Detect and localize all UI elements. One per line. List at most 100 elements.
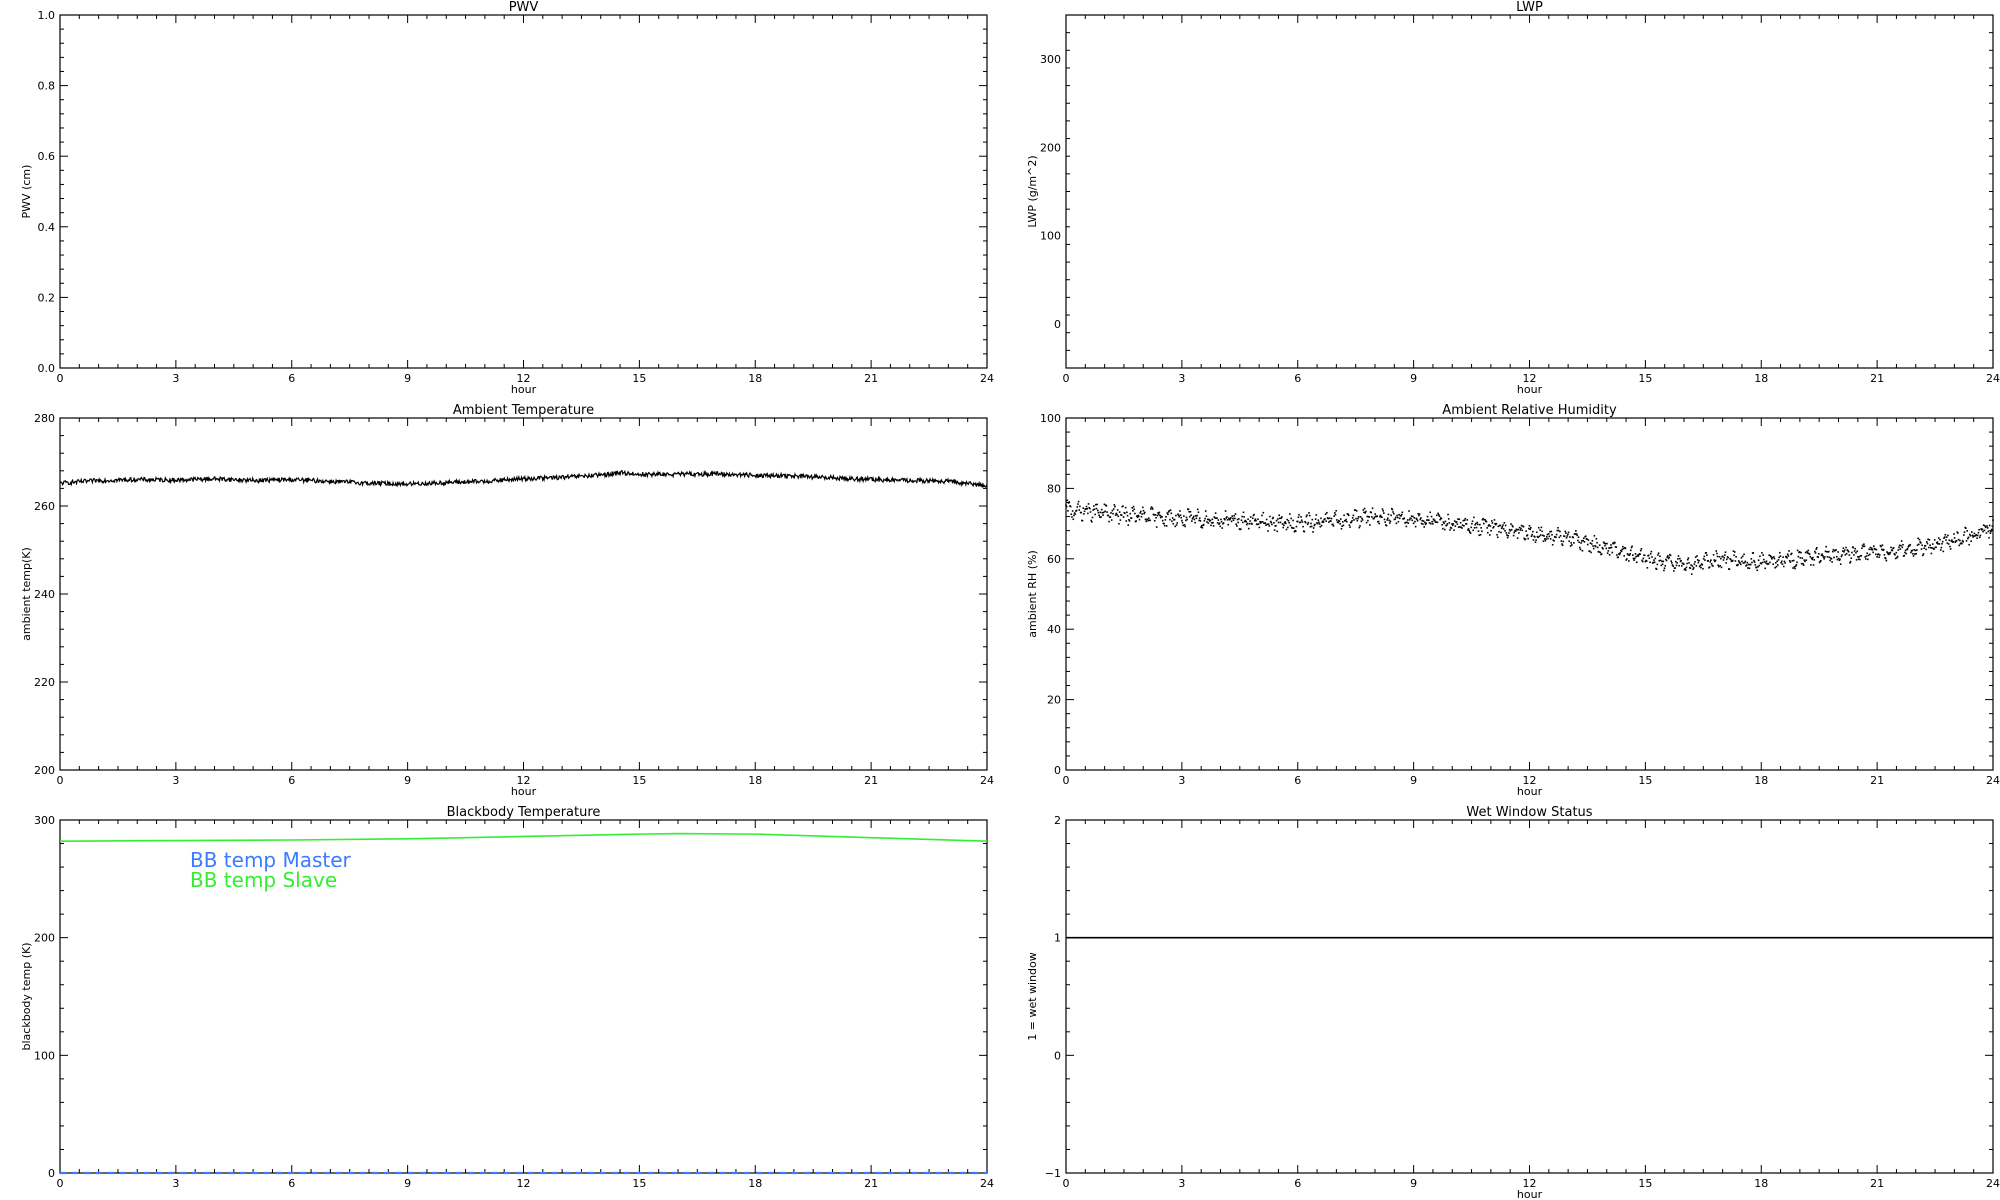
data-point — [1732, 550, 1735, 552]
data-point — [1941, 540, 1944, 543]
data-point — [1520, 527, 1522, 530]
data-point — [1841, 554, 1843, 556]
data-point — [1461, 524, 1464, 527]
data-point — [1400, 513, 1403, 516]
data-point — [1334, 513, 1337, 516]
data-point — [1731, 559, 1734, 562]
data-point — [1982, 524, 1985, 527]
x-tick-label: 21 — [1870, 1177, 1884, 1190]
data-point — [1432, 523, 1434, 525]
data-point — [1612, 542, 1615, 545]
data-point — [1946, 542, 1949, 544]
data-point — [1254, 518, 1257, 520]
data-point — [1286, 518, 1288, 521]
data-point — [1851, 551, 1853, 554]
data-point — [1520, 524, 1523, 527]
data-point — [1190, 514, 1192, 516]
data-point — [1335, 510, 1337, 512]
data-point — [1838, 559, 1841, 562]
data-point — [1065, 505, 1068, 508]
data-point — [1657, 554, 1659, 556]
data-point — [1176, 522, 1179, 524]
data-point — [1773, 557, 1776, 560]
data-point — [1417, 512, 1420, 515]
data-point — [1359, 516, 1362, 518]
data-point — [1412, 515, 1414, 518]
data-point — [1837, 551, 1839, 553]
data-point — [1674, 567, 1676, 569]
data-point — [1258, 526, 1261, 529]
data-point — [1401, 511, 1404, 514]
data-point — [1606, 542, 1608, 545]
data-point — [1990, 528, 1993, 531]
data-point — [1134, 512, 1136, 515]
data-point — [1590, 543, 1593, 545]
data-point — [1259, 520, 1261, 523]
data-point — [1112, 512, 1114, 515]
y-tick-label: 0 — [1054, 1049, 1061, 1062]
data-point — [1810, 557, 1813, 559]
data-point — [1438, 515, 1441, 518]
data-point — [1436, 521, 1439, 524]
data-point — [1466, 519, 1469, 521]
data-point — [1434, 519, 1436, 522]
data-point — [1262, 511, 1265, 514]
data-point — [1194, 515, 1197, 517]
y-tick-label: 260 — [34, 500, 55, 513]
y-axis-label: ambient temp(K) — [20, 547, 33, 641]
data-point — [1667, 555, 1669, 557]
chart-panel-1: PWV 0 3 6 9 12 15 18 21 24 0.0 0.2 0.4 0.6 0.8 1.0 hour P… — [20, 0, 994, 396]
data-point — [1500, 531, 1502, 534]
data-point — [1185, 516, 1188, 519]
data-point — [1508, 528, 1511, 531]
data-point — [1147, 519, 1149, 522]
data-point — [1757, 559, 1760, 562]
data-point — [1709, 561, 1712, 563]
data-point — [1253, 519, 1256, 522]
data-point — [1858, 556, 1861, 558]
data-point — [1358, 526, 1361, 529]
data-point — [1694, 556, 1697, 558]
x-axis-label: hour — [511, 383, 537, 396]
data-point — [1080, 511, 1083, 514]
data-point — [1207, 522, 1210, 524]
data-point — [1596, 541, 1598, 544]
data-point — [1361, 519, 1364, 521]
data-point — [1637, 554, 1640, 556]
data-point — [1275, 519, 1278, 522]
data-point — [1094, 513, 1096, 516]
data-point — [1430, 522, 1432, 525]
data-point — [1322, 520, 1324, 522]
data-point — [1904, 551, 1906, 554]
data-point — [1522, 525, 1525, 528]
x-axis-label: hour — [1517, 785, 1543, 798]
data-point — [1481, 518, 1484, 521]
data-point — [1761, 561, 1764, 564]
data-point — [1467, 528, 1470, 530]
data-point — [1354, 509, 1357, 511]
data-point — [1501, 525, 1504, 528]
data-point — [1495, 522, 1498, 525]
data-point — [1693, 563, 1696, 565]
data-point — [1473, 516, 1475, 519]
data-point — [1330, 517, 1333, 520]
data-point — [1236, 518, 1239, 521]
data-point — [1596, 546, 1599, 549]
data-point — [1669, 554, 1672, 557]
data-point — [1298, 513, 1300, 516]
data-point — [1562, 540, 1565, 543]
data-point — [1816, 546, 1818, 549]
data-point — [1896, 555, 1899, 558]
data-point — [1103, 503, 1106, 506]
data-point — [1774, 566, 1776, 569]
data-point — [1943, 536, 1946, 538]
data-point — [1320, 524, 1323, 527]
data-point — [1488, 524, 1490, 526]
data-point — [1539, 534, 1542, 536]
data-point — [1511, 524, 1514, 527]
data-point — [1428, 519, 1430, 521]
data-point — [1113, 504, 1116, 506]
data-point — [1598, 544, 1601, 546]
data-point — [1702, 567, 1704, 570]
data-point — [1139, 512, 1141, 514]
